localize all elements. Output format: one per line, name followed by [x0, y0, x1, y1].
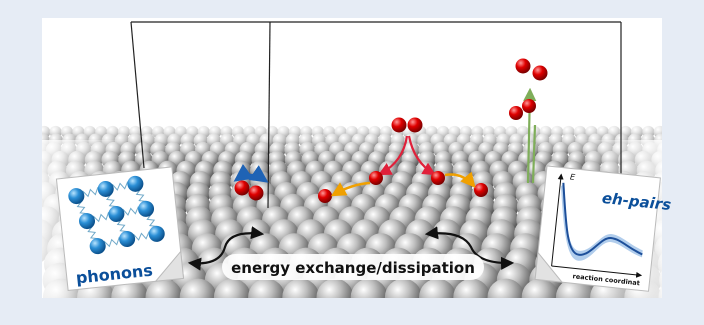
phonon-atom — [119, 230, 136, 247]
energy-axis-label: E — [570, 172, 577, 182]
surface-atom — [419, 278, 456, 298]
desorbing-molecule-upper — [515, 58, 548, 81]
phonon-atom — [138, 200, 155, 217]
incoming-molecule — [391, 117, 423, 133]
surface-atom — [42, 198, 46, 215]
desorbing-molecule-lower — [509, 99, 536, 120]
dissociation-arrow-left-icon — [378, 135, 409, 176]
surface-atom — [521, 278, 559, 298]
surface-atom — [659, 270, 662, 290]
surface-atom — [658, 286, 662, 298]
phonon-atom — [148, 225, 165, 242]
eh-pairs-card — [534, 165, 661, 292]
surface-atom — [657, 253, 662, 276]
phonons-card — [55, 166, 185, 291]
phonon-atom — [108, 205, 125, 222]
surface-atom — [213, 278, 251, 298]
surface-atom — [668, 151, 686, 169]
hot-atom-arrow-right-icon — [444, 171, 476, 188]
surface-atom — [384, 278, 422, 298]
surface-atom — [282, 278, 320, 298]
adsorbed-atoms — [318, 171, 488, 203]
surface-atom — [248, 278, 285, 298]
surface-atom — [487, 278, 525, 298]
phonon-atom — [97, 180, 114, 197]
surface-atom — [665, 126, 677, 138]
double-headed-curved-arrow-left-icon — [187, 226, 265, 271]
phonon-lattice — [68, 175, 165, 255]
surface-atom — [667, 134, 681, 148]
energy-profile-plot — [551, 173, 643, 278]
phonon-atom — [79, 213, 96, 230]
surface-atom — [316, 278, 354, 298]
center-label-pill — [222, 254, 484, 280]
surface-atom — [27, 126, 39, 138]
phonon-atom — [68, 188, 85, 205]
desorption-arrow-secondary-icon — [531, 124, 537, 184]
phonon-atom — [89, 238, 106, 255]
surface-atom — [672, 142, 688, 158]
energy-curve — [562, 182, 643, 256]
double-headed-curved-arrow-right-icon — [424, 226, 515, 270]
surface-atom — [453, 278, 491, 298]
surface-atom — [145, 278, 183, 298]
rotating-molecule — [234, 180, 264, 201]
energy-exchange-label: energy exchange/dissipation — [231, 259, 475, 277]
phonon-atom — [127, 175, 144, 192]
circular-rotation-arrow-icon — [233, 163, 269, 183]
surface-atom — [179, 278, 217, 298]
dissociation-arrow-right-icon — [407, 135, 436, 176]
surface-atom — [350, 278, 388, 298]
hot-atom-arrow-left-icon — [330, 181, 371, 197]
curve-uncertainty-band — [560, 182, 643, 261]
